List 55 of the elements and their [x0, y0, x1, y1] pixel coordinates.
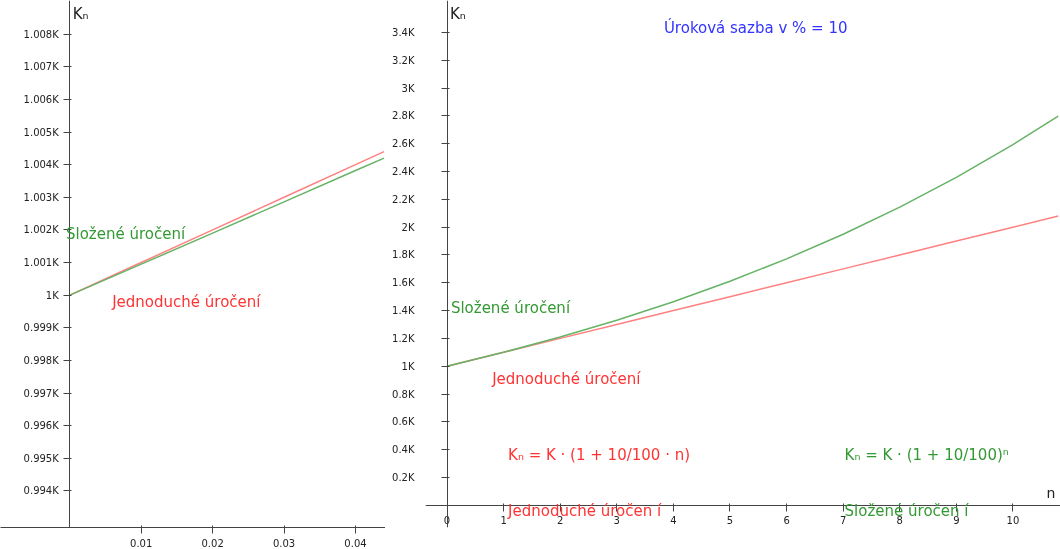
- y-tick-label: 2.4K: [392, 166, 415, 178]
- annotation: Jednoduché úročení: [491, 370, 642, 389]
- x-tick-label: 3: [613, 515, 620, 527]
- y-tick-label: 0.997K: [23, 387, 60, 399]
- y-tick-label: 1.005K: [23, 126, 60, 138]
- y-tick-label: 1.8K: [392, 249, 415, 261]
- y-tick-label: 0.996K: [23, 420, 60, 432]
- x-tick-label: 8: [896, 515, 903, 527]
- x-tick-label: 10: [1006, 515, 1020, 527]
- y-tick-label: 0.995K: [23, 452, 60, 464]
- x-tick-label: 4: [670, 515, 677, 527]
- line-series: [446, 115, 1059, 367]
- y-tick-label: 0.994K: [23, 485, 60, 497]
- y-tick-label: 1.4K: [392, 305, 415, 317]
- y-tick-label: 1.006K: [23, 93, 60, 105]
- x-tick-label: 5: [726, 515, 734, 527]
- y-tick-label: 2K: [401, 221, 415, 233]
- x-tick-label: 0.04: [344, 537, 367, 549]
- y-tick-label: 1.003K: [23, 191, 60, 203]
- y-tick-label: 1.001K: [23, 257, 60, 269]
- annotation: Jednoduché úročení: [111, 293, 262, 312]
- annotation: Úroková sazba v % = 10: [663, 18, 848, 38]
- y-axis-title: Kₙ: [72, 4, 89, 23]
- y-tick-label: 1.6K: [392, 277, 415, 289]
- x-tick-label: 0.01: [130, 537, 153, 549]
- x-axis-title: n: [1046, 485, 1056, 502]
- x-tick-label: 0.02: [201, 537, 224, 549]
- y-tick-label: 3K: [401, 82, 415, 94]
- y-tick-label: 1.004K: [23, 159, 60, 171]
- y-tick-label: 0.4K: [392, 444, 415, 456]
- y-tick-label: 0.8K: [392, 388, 415, 400]
- annotation: Kₙ = K · (1 + 10/100)ⁿ: [844, 446, 1009, 465]
- y-tick-label: 3.4K: [392, 26, 415, 38]
- x-tick-label: 0.03: [272, 537, 296, 549]
- y-tick-label: 3.2K: [392, 54, 415, 66]
- y-tick-label: 1K: [401, 360, 415, 372]
- annotation: Složené úročení: [450, 298, 571, 317]
- y-tick-label: 2.2K: [392, 193, 415, 205]
- y-tick-label: 0.2K: [392, 471, 415, 483]
- x-tick-label: 1: [500, 515, 507, 527]
- y-tick-label: 1.2K: [392, 332, 415, 344]
- y-tick-label: 1.008K: [23, 28, 60, 40]
- x-tick-label: 6: [783, 515, 790, 527]
- x-tick-label: 9: [953, 515, 960, 527]
- y-tick-label: 0.6K: [392, 416, 415, 428]
- y-tick-label: 0.999K: [23, 322, 60, 334]
- y-tick-label: 1.007K: [23, 61, 60, 73]
- y-tick-label: 2.6K: [392, 138, 415, 150]
- y-tick-label: 1.002K: [23, 224, 60, 236]
- y-axis-title: Kₙ: [450, 4, 466, 23]
- y-tick-label: 0.998K: [23, 354, 60, 366]
- y-tick-label: 2.8K: [392, 110, 415, 122]
- annotation: Kₙ = K · (1 + 10/100 · n): [508, 446, 691, 465]
- y-tick-label: 1K: [45, 289, 60, 301]
- x-tick-label: 7: [839, 515, 847, 527]
